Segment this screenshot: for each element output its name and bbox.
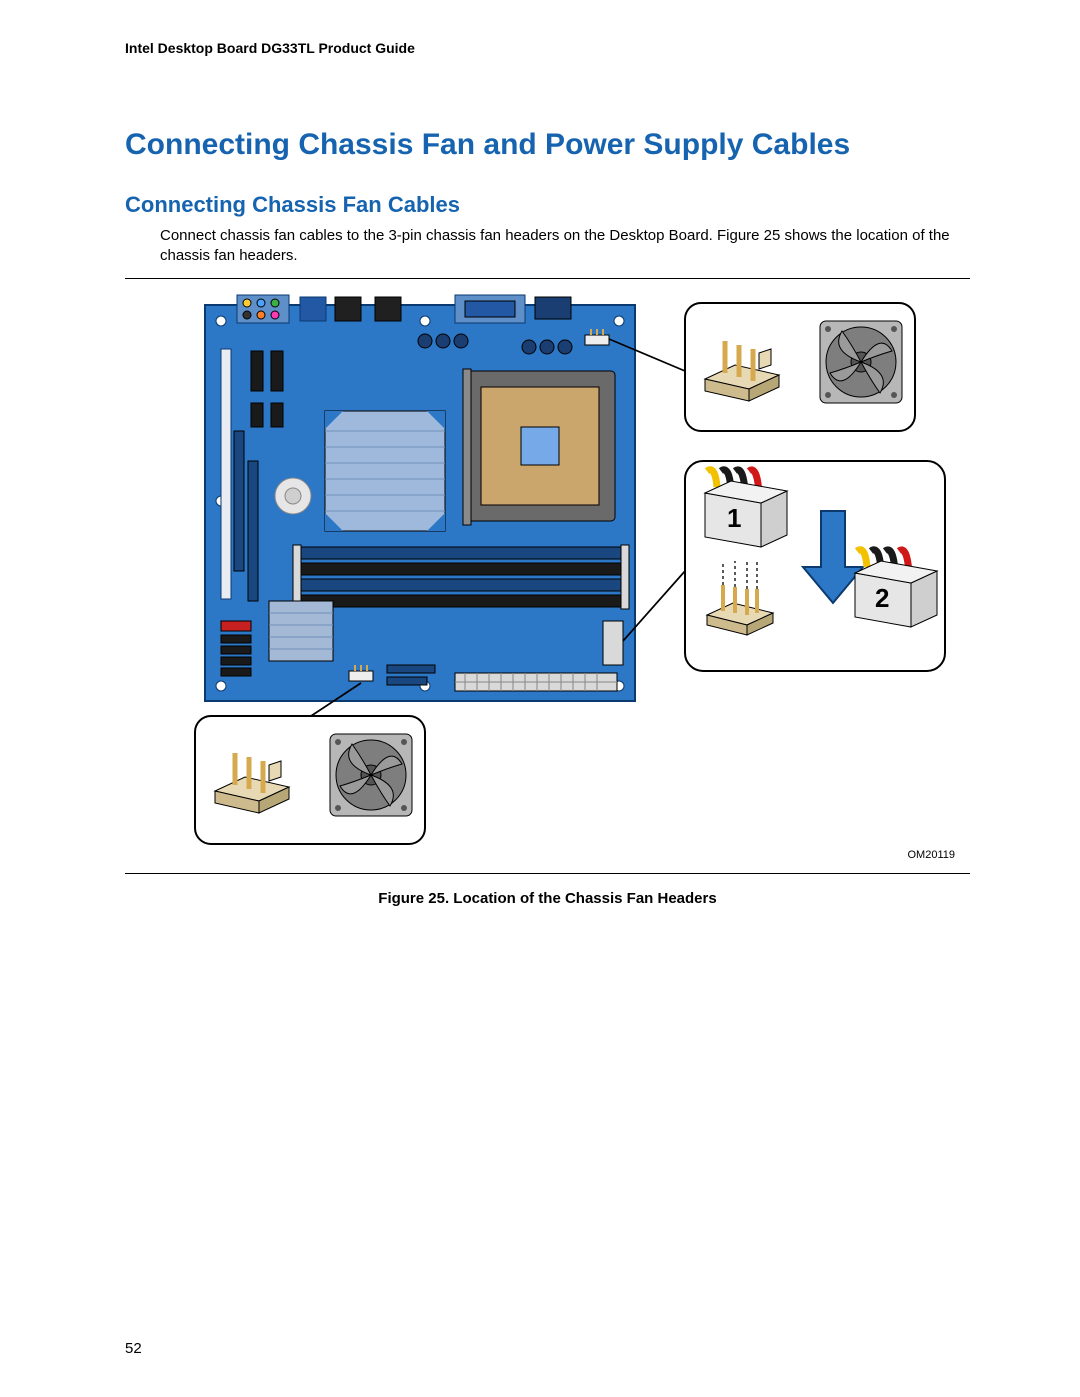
figure-caption: Figure 25. Location of the Chassis Fan H… <box>125 890 970 907</box>
body-paragraph: Connect chassis fan cables to the 3-pin … <box>160 226 970 267</box>
figure-ref-id: OM20119 <box>908 849 956 861</box>
svg-text:2: 2 <box>875 583 889 613</box>
page-header: Intel Desktop Board DG33TL Product Guide <box>125 40 970 56</box>
rule-bottom <box>125 873 970 874</box>
sub-heading: Connecting Chassis Fan Cables <box>125 192 970 218</box>
figure-25: 1 <box>125 291 955 861</box>
svg-text:1: 1 <box>727 503 741 533</box>
page-number: 52 <box>125 1340 142 1357</box>
rule-top <box>125 278 970 279</box>
main-heading: Connecting Chassis Fan and Power Supply … <box>125 126 970 164</box>
